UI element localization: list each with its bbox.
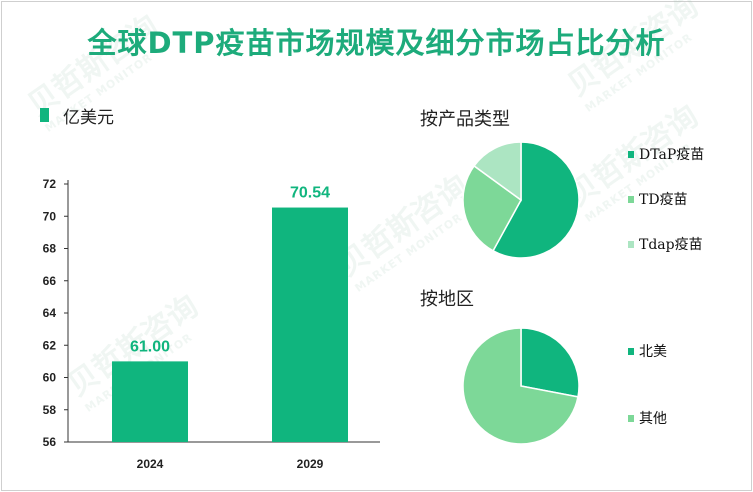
unit-label: 亿美元	[63, 107, 114, 128]
legend-label: 北美	[639, 344, 667, 360]
legend-item: 其他	[628, 409, 667, 427]
legend-swatch	[628, 150, 634, 158]
legend-swatch	[628, 195, 634, 203]
y-tick-label: 72	[43, 177, 57, 191]
pie-slice	[462, 164, 522, 252]
legend-label: 其他	[639, 411, 667, 427]
unit-legend: 亿美元	[40, 104, 114, 128]
pie-slice	[462, 327, 579, 445]
legend-label: Tdap疫苗	[639, 237, 703, 253]
bar-data-label: 70.54	[290, 185, 330, 202]
legend-swatch	[628, 414, 634, 422]
legend-item: TD疫苗	[628, 190, 688, 208]
bar	[112, 361, 188, 442]
y-tick-label: 64	[43, 306, 57, 320]
y-tick-label: 66	[43, 274, 57, 288]
pie-product-title: 按产品类型	[420, 109, 510, 130]
y-tick-label: 70	[43, 209, 57, 223]
bar-chart: 56 58 60 62 64 66 68 70 72 61.00 2024 70.54 2029	[43, 177, 380, 471]
legend-item: Tdap疫苗	[628, 235, 703, 253]
pie-chart-product	[462, 141, 580, 259]
legend-swatch	[628, 240, 634, 248]
unit-swatch	[40, 108, 49, 122]
y-tick-label: 56	[43, 435, 57, 449]
bar-data-label: 61.00	[130, 338, 170, 355]
pie-region-title: 按地区	[420, 289, 474, 310]
x-tick-label: 2029	[297, 457, 324, 471]
legend-item: 北美	[628, 342, 667, 360]
pie-slice	[473, 141, 522, 202]
bar	[272, 207, 348, 442]
chart-title: 全球DTP疫苗市场规模及细分市场占比分析	[87, 26, 666, 60]
legend-label: TD疫苗	[639, 192, 688, 208]
pie-chart-region	[462, 327, 580, 445]
pie-slice	[520, 327, 580, 398]
legend-item: DTaP疫苗	[628, 145, 704, 163]
legend-swatch	[628, 347, 634, 355]
x-tick-label: 2024	[137, 457, 164, 471]
legend-label: DTaP疫苗	[639, 147, 705, 163]
y-tick-label: 60	[43, 371, 57, 385]
pie-slice	[492, 141, 580, 259]
y-tick-label: 68	[43, 242, 57, 256]
y-tick-label: 62	[43, 338, 57, 352]
y-tick-label: 58	[43, 403, 57, 417]
